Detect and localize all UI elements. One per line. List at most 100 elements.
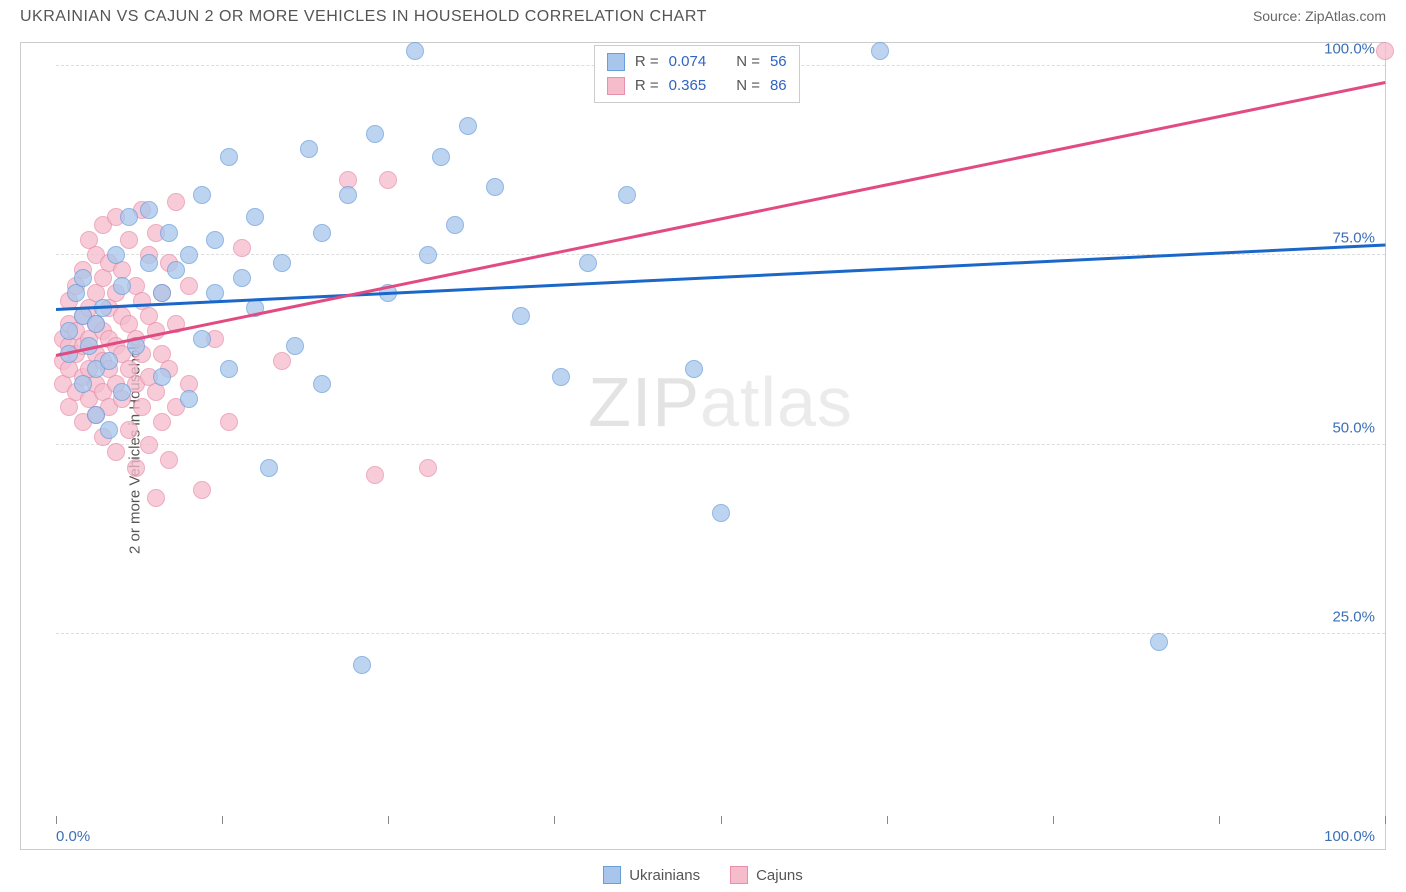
scatter-point-ukrainians <box>60 322 78 340</box>
scatter-point-cajuns <box>127 459 145 477</box>
scatter-point-ukrainians <box>193 330 211 348</box>
chart-title: UKRAINIAN VS CAJUN 2 OR MORE VEHICLES IN… <box>20 8 707 26</box>
chart-source: Source: ZipAtlas.com <box>1253 8 1386 24</box>
scatter-point-ukrainians <box>74 269 92 287</box>
scatter-point-ukrainians <box>313 375 331 393</box>
x-axis-tick <box>388 816 389 824</box>
scatter-point-cajuns <box>220 413 238 431</box>
legend-item-cajuns: Cajuns <box>730 866 803 884</box>
scatter-point-ukrainians <box>685 360 703 378</box>
scatter-point-ukrainians <box>552 368 570 386</box>
scatter-point-cajuns <box>1376 42 1394 60</box>
scatter-point-ukrainians <box>100 421 118 439</box>
scatter-point-ukrainians <box>180 246 198 264</box>
scatter-point-cajuns <box>140 436 158 454</box>
n-label: N = <box>736 50 760 74</box>
scatter-point-ukrainians <box>140 201 158 219</box>
scatter-point-ukrainians <box>1150 633 1168 651</box>
scatter-point-ukrainians <box>206 231 224 249</box>
scatter-point-ukrainians <box>260 459 278 477</box>
scatter-point-ukrainians <box>366 125 384 143</box>
scatter-point-cajuns <box>147 489 165 507</box>
scatter-point-cajuns <box>379 171 397 189</box>
legend-swatch-ukrainians <box>607 53 625 71</box>
x-axis-min-label: 0.0% <box>56 828 90 845</box>
r-label: R = <box>635 50 659 74</box>
scatter-point-ukrainians <box>113 383 131 401</box>
x-axis-tick <box>721 816 722 824</box>
scatter-point-ukrainians <box>512 307 530 325</box>
x-axis-tick <box>554 816 555 824</box>
x-axis-tick <box>222 816 223 824</box>
scatter-point-ukrainians <box>273 254 291 272</box>
scatter-point-ukrainians <box>140 254 158 272</box>
scatter-point-ukrainians <box>871 42 889 60</box>
chart-header: UKRAINIAN VS CAJUN 2 OR MORE VEHICLES IN… <box>0 0 1406 30</box>
scatter-point-cajuns <box>120 231 138 249</box>
scatter-point-ukrainians <box>419 246 437 264</box>
scatter-point-ukrainians <box>432 148 450 166</box>
stats-row-ukrainians: R = 0.074 N = 56 <box>607 50 787 74</box>
scatter-point-ukrainians <box>180 390 198 408</box>
legend-swatch-cajuns <box>607 77 625 95</box>
gridline <box>56 444 1385 445</box>
scatter-point-cajuns <box>133 398 151 416</box>
scatter-point-ukrainians <box>446 216 464 234</box>
r-label: R = <box>635 74 659 98</box>
r-value: 0.365 <box>669 74 707 98</box>
scatter-point-ukrainians <box>246 208 264 226</box>
legend-label: Cajuns <box>756 867 803 884</box>
scatter-point-ukrainians <box>167 261 185 279</box>
x-axis-tick <box>1053 816 1054 824</box>
scatter-point-ukrainians <box>353 656 371 674</box>
legend-swatch-ukrainians <box>603 866 621 884</box>
scatter-point-ukrainians <box>286 337 304 355</box>
scatter-point-cajuns <box>167 193 185 211</box>
scatter-point-ukrainians <box>233 269 251 287</box>
y-axis-tick-label: 100.0% <box>1324 40 1375 57</box>
scatter-point-cajuns <box>193 481 211 499</box>
scatter-point-ukrainians <box>712 504 730 522</box>
n-value: 86 <box>770 74 787 98</box>
legend-item-ukrainians: Ukrainians <box>603 866 700 884</box>
scatter-point-ukrainians <box>74 375 92 393</box>
scatter-point-ukrainians <box>100 352 118 370</box>
correlation-stats-box: R = 0.074 N = 56 R = 0.365 N = 86 <box>594 45 800 103</box>
x-axis-tick <box>1385 816 1386 824</box>
x-axis-tick <box>56 816 57 824</box>
y-axis-tick-label: 25.0% <box>1332 609 1375 626</box>
legend: Ukrainians Cajuns <box>0 866 1406 884</box>
scatter-point-ukrainians <box>220 360 238 378</box>
scatter-point-cajuns <box>180 277 198 295</box>
x-axis-tick <box>1219 816 1220 824</box>
n-label: N = <box>736 74 760 98</box>
watermark: ZIPatlas <box>588 362 853 442</box>
scatter-point-cajuns <box>366 466 384 484</box>
scatter-point-cajuns <box>233 239 251 257</box>
scatter-point-ukrainians <box>87 406 105 424</box>
scatter-point-ukrainians <box>579 254 597 272</box>
scatter-point-ukrainians <box>486 178 504 196</box>
stats-row-cajuns: R = 0.365 N = 86 <box>607 74 787 98</box>
r-value: 0.074 <box>669 50 707 74</box>
scatter-point-ukrainians <box>300 140 318 158</box>
gridline <box>56 633 1385 634</box>
chart-container: 2 or more Vehicles in Household ZIPatlas… <box>20 42 1386 850</box>
n-value: 56 <box>770 50 787 74</box>
scatter-point-ukrainians <box>120 208 138 226</box>
scatter-point-cajuns <box>419 459 437 477</box>
scatter-point-ukrainians <box>459 117 477 135</box>
scatter-point-ukrainians <box>153 284 171 302</box>
scatter-point-ukrainians <box>313 224 331 242</box>
scatter-point-ukrainians <box>220 148 238 166</box>
plot-area: ZIPatlas 25.0%50.0%75.0%100.0% <box>56 43 1385 824</box>
x-axis-tick <box>887 816 888 824</box>
legend-swatch-cajuns <box>730 866 748 884</box>
legend-label: Ukrainians <box>629 867 700 884</box>
scatter-point-cajuns <box>107 443 125 461</box>
scatter-point-ukrainians <box>160 224 178 242</box>
scatter-point-ukrainians <box>113 277 131 295</box>
y-axis-tick-label: 50.0% <box>1332 419 1375 436</box>
watermark-bold: ZIP <box>588 363 700 441</box>
x-axis-max-label: 100.0% <box>1324 828 1375 845</box>
